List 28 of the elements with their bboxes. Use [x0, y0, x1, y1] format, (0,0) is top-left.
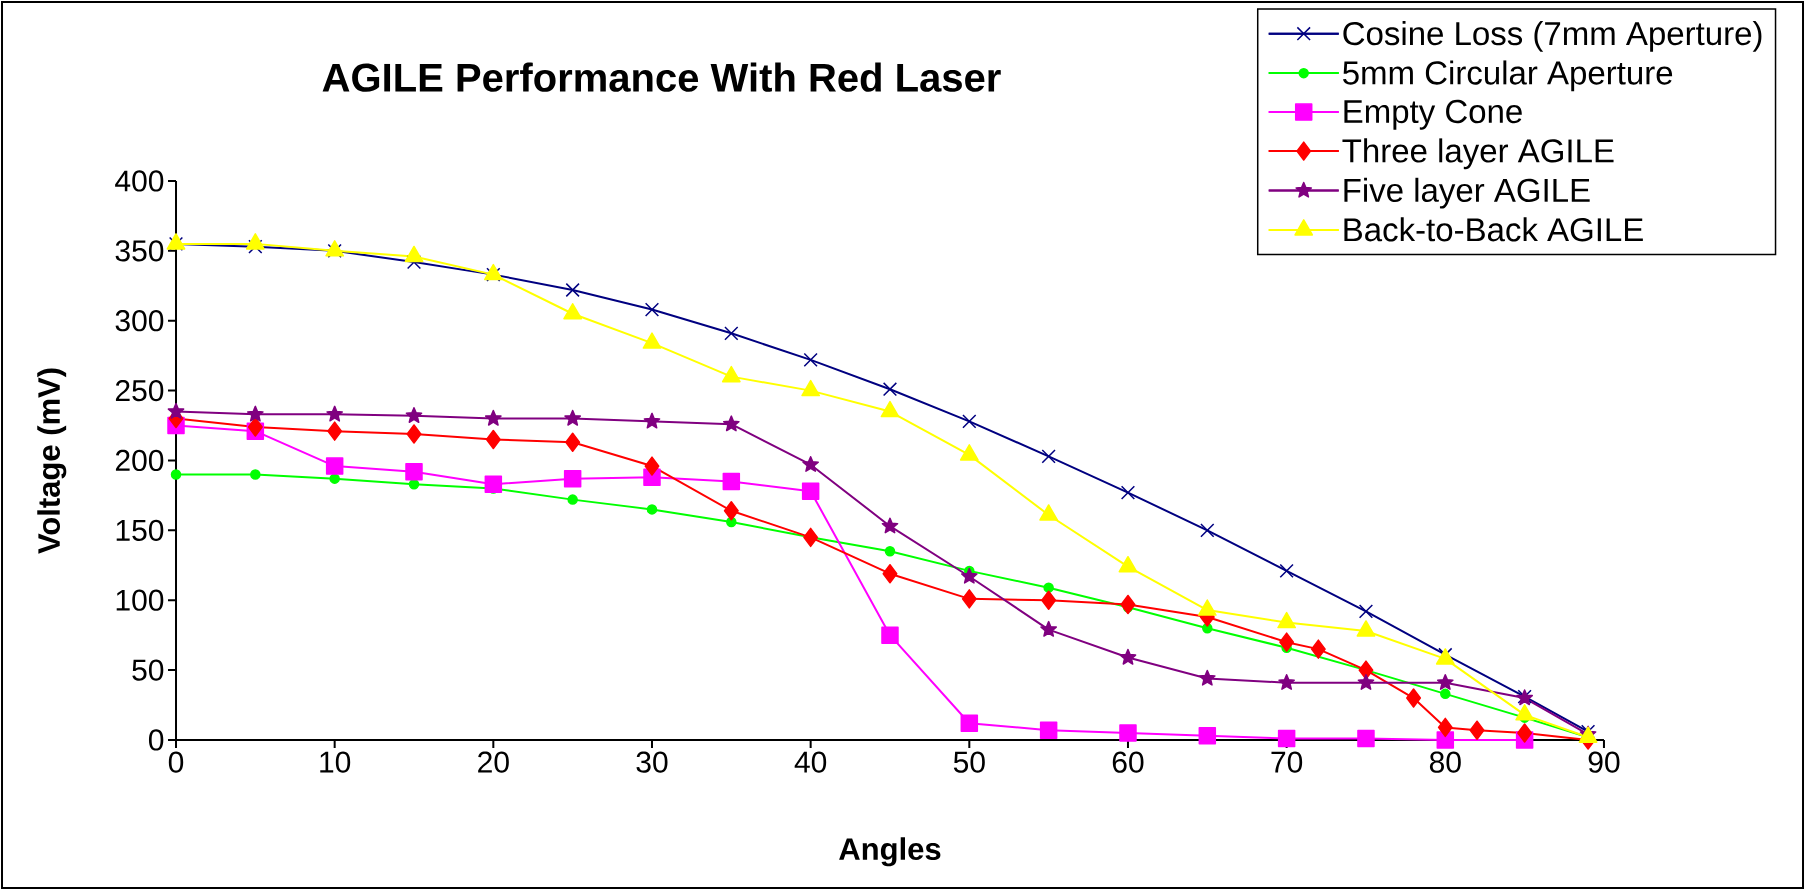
x-tick-label: 20 — [478, 751, 509, 773]
x-tick-label: 50 — [953, 751, 985, 773]
y-axis-title: Voltage (mV) — [37, 368, 67, 554]
legend-label: Empty Cone — [1344, 99, 1522, 130]
y-tick-label: 50 — [132, 659, 164, 681]
y-tick-label: 350 — [115, 240, 164, 262]
x-tick-label: 0 — [168, 751, 184, 773]
x-tick-label: 10 — [320, 751, 351, 773]
x-tick-label: 80 — [1429, 751, 1461, 773]
x-tick-label: 70 — [1271, 751, 1303, 773]
y-tick-label: 300 — [115, 310, 164, 332]
y-tick-label: 250 — [115, 379, 164, 402]
legend-label: Back-to-Back AGILE — [1344, 217, 1643, 242]
legend-label: Three layer AGILE — [1342, 138, 1614, 170]
x-tick-label: 30 — [636, 751, 668, 773]
y-tick-label: 400 — [115, 170, 164, 192]
x-tick-label: 60 — [1112, 751, 1144, 773]
chart-title: AGILE Performance With Red Laser — [322, 62, 1001, 92]
y-tick-label: 150 — [116, 519, 164, 541]
legend-label: Five layer AGILE — [1344, 177, 1590, 209]
legend-label: 5mm Circular Aperture — [1343, 60, 1673, 92]
y-tick-label: 0 — [148, 729, 164, 751]
y-tick-label: 100 — [116, 589, 164, 611]
legend-label: Cosine Loss (7mm Aperture) — [1343, 21, 1762, 52]
y-tick-label: 200 — [115, 449, 164, 472]
x-axis-title: Angles — [839, 837, 941, 867]
x-tick-label: 40 — [794, 751, 827, 773]
x-tick-label: 90 — [1588, 751, 1620, 773]
